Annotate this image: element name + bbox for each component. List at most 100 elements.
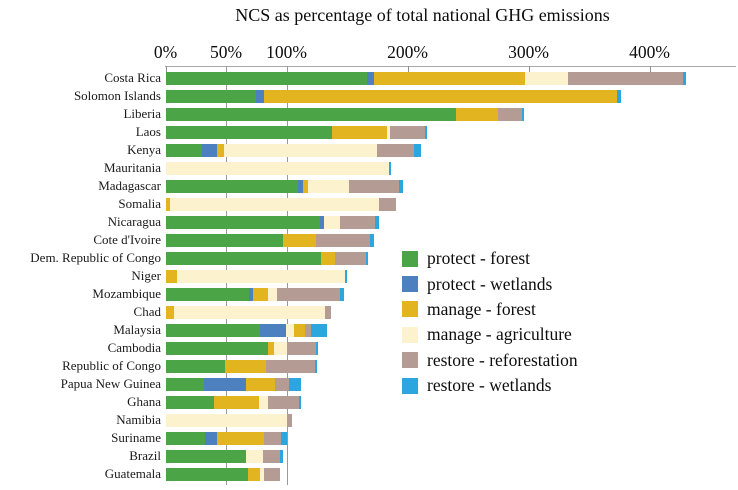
country-label: Costa Rica	[104, 70, 161, 85]
segment-protect-forest	[166, 251, 321, 265]
bar-track	[166, 179, 738, 193]
bar-row: Liberia	[0, 105, 738, 123]
segment-manage-forest	[216, 431, 264, 445]
segment-restore-wetlands	[399, 179, 404, 193]
bar-row: Niger	[0, 267, 738, 285]
bar-rows: Costa Rica Solomon Islands Liberia Laos Keny…	[0, 69, 738, 483]
segment-manage-forest	[253, 287, 268, 301]
country-label: Liberia	[123, 106, 161, 121]
x-axis-tick	[407, 66, 409, 72]
bar-row: Chad	[0, 303, 738, 321]
segment-restore-reforestation	[286, 341, 316, 355]
segment-restore-reforestation	[378, 197, 396, 211]
bar-track	[166, 125, 738, 139]
segment-manage-forest	[320, 251, 336, 265]
x-axis-tick-label: 50%	[209, 42, 243, 62]
segment-restore-wetlands	[280, 431, 287, 445]
segment-manage-forest	[264, 89, 618, 103]
bar-track	[166, 305, 738, 319]
segment-manage-agriculture	[259, 395, 268, 409]
bar-track	[166, 377, 738, 391]
legend-item-manage-forest: manage - forest	[402, 297, 578, 322]
segment-manage-agriculture	[174, 305, 325, 319]
segment-protect-wetlands	[319, 215, 325, 229]
bar-track	[166, 395, 738, 409]
segment-protect-wetlands	[204, 431, 217, 445]
segment-manage-forest	[166, 305, 175, 319]
segment-protect-wetlands	[297, 179, 303, 193]
segment-manage-forest	[166, 269, 177, 283]
x-axis-tick-label: 300%	[508, 42, 549, 62]
bar-row: Laos	[0, 123, 738, 141]
bar-row: Suriname	[0, 429, 738, 447]
bar-track	[166, 287, 738, 301]
segment-manage-forest	[216, 143, 225, 157]
segment-restore-wetlands	[311, 323, 327, 337]
bar-row: Republic of Congo	[0, 357, 738, 375]
bar-track	[166, 467, 738, 481]
x-axis-line	[165, 66, 736, 67]
segment-restore-wetlands	[279, 449, 284, 463]
bar-row: Guatemala	[0, 465, 738, 483]
segment-protect-wetlands	[260, 323, 286, 337]
segment-protect-forest	[166, 125, 332, 139]
bar-track	[166, 197, 738, 211]
country-label: Suriname	[111, 430, 161, 445]
legend-item-restore-reforestation: restore - reforestation	[402, 348, 578, 373]
legend-swatch-protect-wetlands	[402, 276, 418, 293]
segment-restore-wetlands	[314, 359, 318, 373]
segment-protect-forest	[166, 323, 261, 337]
bar-row: Ghana	[0, 393, 738, 411]
x-axis-tick	[528, 66, 530, 72]
segment-manage-agriculture	[267, 287, 278, 301]
segment-protect-forest	[166, 377, 204, 391]
segment-manage-forest	[214, 395, 260, 409]
bar-track	[166, 107, 738, 121]
legend-label: manage - agriculture	[427, 324, 572, 345]
segment-restore-reforestation	[316, 233, 371, 247]
segment-restore-reforestation	[305, 323, 312, 337]
segment-restore-wetlands	[388, 161, 392, 175]
legend-swatch-manage-forest	[402, 301, 418, 318]
legend-swatch-protect-forest	[402, 250, 418, 267]
segment-manage-forest	[225, 359, 267, 373]
legend-swatch-restore-wetlands	[402, 377, 418, 394]
segment-restore-wetlands	[316, 341, 319, 355]
segment-manage-forest	[166, 197, 170, 211]
bar-row: Costa Rica	[0, 69, 738, 87]
segment-protect-forest	[166, 215, 320, 229]
bar-row: Madagascar	[0, 177, 738, 195]
segment-protect-wetlands	[203, 377, 246, 391]
segment-manage-forest	[331, 125, 388, 139]
segment-manage-agriculture	[166, 161, 389, 175]
segment-restore-reforestation	[263, 467, 280, 481]
legend-label: manage - forest	[427, 298, 536, 319]
segment-restore-wetlands	[521, 107, 525, 121]
country-label: Cambodia	[107, 340, 161, 355]
segment-restore-reforestation	[277, 287, 341, 301]
segment-protect-wetlands	[366, 71, 375, 85]
segment-protect-forest	[166, 395, 215, 409]
segment-protect-wetlands	[249, 287, 254, 301]
segment-manage-forest	[248, 467, 261, 481]
segment-manage-forest	[302, 179, 308, 193]
segment-manage-agriculture	[387, 125, 390, 139]
segment-restore-wetlands	[682, 71, 687, 85]
country-label: Guatemala	[104, 466, 161, 481]
segment-manage-agriculture	[176, 269, 346, 283]
segment-restore-reforestation	[567, 71, 683, 85]
bar-track	[166, 413, 738, 427]
bar-track	[166, 269, 738, 283]
bar-track	[166, 233, 738, 247]
segment-restore-reforestation	[497, 107, 522, 121]
legend-swatch-restore-reforestation	[402, 352, 418, 369]
x-axis-tick-label: 100%	[266, 42, 307, 62]
segment-manage-agriculture	[285, 323, 295, 337]
bar-track	[166, 431, 738, 445]
segment-manage-forest	[283, 233, 317, 247]
bar-track	[166, 323, 738, 337]
country-label: Mozambique	[92, 286, 161, 301]
segment-protect-forest	[166, 287, 250, 301]
legend-item-restore-wetlands: restore - wetlands	[402, 373, 578, 398]
segment-restore-reforestation	[274, 377, 290, 391]
